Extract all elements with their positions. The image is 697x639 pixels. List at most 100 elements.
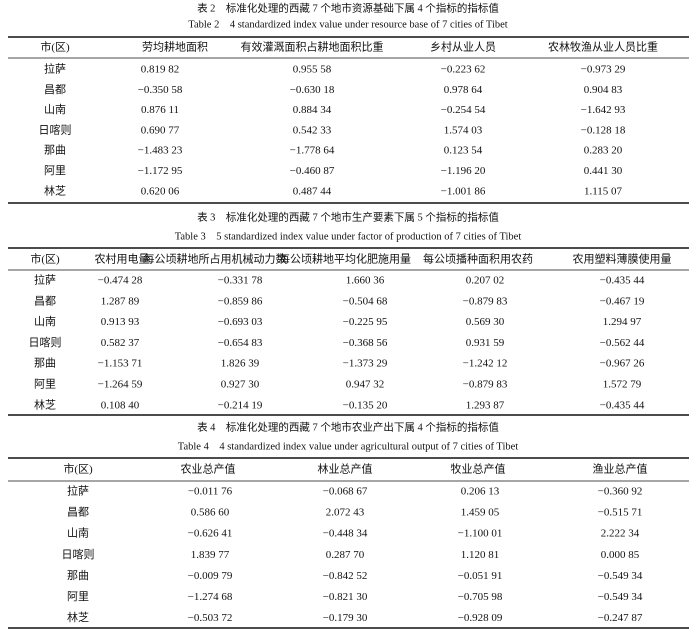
table-title: 表 4 标准化处理的西藏 7 个地市农业产出下属 4 个指标的指标值 xyxy=(197,420,499,433)
cell-value: −0.135 20 xyxy=(343,399,388,411)
cell-value: −0.503 72 xyxy=(188,612,233,624)
cell-value: −0.705 98 xyxy=(458,591,503,603)
cell-value: 1.115 07 xyxy=(584,185,623,197)
row-label: 那曲 xyxy=(34,357,56,370)
column-header: 林业总产值 xyxy=(318,462,373,476)
cell-value: −1.642 93 xyxy=(581,104,626,116)
column-header: 市(区) xyxy=(40,40,70,54)
cell-value: 0.441 30 xyxy=(584,165,623,177)
cell-value: −0.128 18 xyxy=(581,124,626,136)
cell-value: −0.435 44 xyxy=(600,275,645,287)
cell-value: −1.153 71 xyxy=(98,358,143,370)
row-label: 林芝 xyxy=(67,610,89,624)
column-header: 农林牧渔从业人员比重 xyxy=(548,40,658,54)
cell-value: 0.206 13 xyxy=(461,486,500,498)
column-header: 渔业总产值 xyxy=(593,462,648,476)
cell-value: −1.274 68 xyxy=(188,591,233,603)
cell-value: 0.283 20 xyxy=(584,145,623,157)
row-label: 日喀则 xyxy=(39,123,72,136)
row-label: 拉萨 xyxy=(44,62,66,76)
row-label: 昌都 xyxy=(44,83,66,96)
column-header: 每公顷耕地所占用机械动力数 xyxy=(144,252,287,266)
row-label: 山南 xyxy=(44,103,66,116)
cell-value: −0.549 34 xyxy=(598,591,643,603)
column-header: 市(区) xyxy=(63,462,93,476)
cell-value: −0.448 34 xyxy=(323,528,368,540)
cell-value: −0.350 58 xyxy=(138,84,183,96)
cell-value: 0.904 83 xyxy=(584,84,623,96)
column-header: 有效灌溉面积占耕地面积比重 xyxy=(241,40,384,54)
cell-value: 0.000 85 xyxy=(601,549,640,561)
cell-value: −1.778 64 xyxy=(290,145,335,157)
row-label: 山南 xyxy=(67,527,89,540)
table-title-en: Table 4 4 standardized index value under… xyxy=(178,441,519,452)
column-header: 农业总产值 xyxy=(181,462,236,476)
column-header: 每公顷耕地平均化肥施用量 xyxy=(279,252,411,266)
cell-value: −0.467 19 xyxy=(600,295,645,307)
cell-value: −1.172 95 xyxy=(138,165,183,177)
cell-value: −0.460 87 xyxy=(290,165,335,177)
cell-value: 0.487 44 xyxy=(293,185,332,197)
cell-value: −1.264 59 xyxy=(98,379,143,391)
cell-value: 0.586 60 xyxy=(191,507,230,519)
cell-value: −0.368 56 xyxy=(343,337,388,349)
cell-value: 0.955 58 xyxy=(293,64,332,76)
cell-value: 0.207 02 xyxy=(466,275,505,287)
cell-value: −0.435 44 xyxy=(600,399,645,411)
cell-value: −0.842 52 xyxy=(323,570,368,582)
cell-value: 0.947 32 xyxy=(346,379,385,391)
column-header: 乡村从业人员 xyxy=(430,40,496,54)
cell-value: −1.242 12 xyxy=(463,358,508,370)
row-label: 昌都 xyxy=(34,294,56,307)
column-header: 农用塑料薄膜使用量 xyxy=(573,252,672,266)
table-title-en: Table 2 4 standardized index value under… xyxy=(188,19,508,30)
row-label: 林芝 xyxy=(44,183,66,197)
cell-value: −0.562 44 xyxy=(600,337,645,349)
cell-value: 0.913 93 xyxy=(101,316,140,328)
cell-value: 1.839 77 xyxy=(191,549,230,561)
table-title: 表 2 标准化处理的西藏 7 个地市资源基础下属 4 个指标的指标值 xyxy=(197,1,499,14)
cell-value: −0.515 71 xyxy=(598,507,643,519)
cell-value: −0.474 28 xyxy=(98,275,143,287)
cell-value: 1.120 81 xyxy=(461,549,500,561)
cell-value: −1.373 29 xyxy=(343,358,388,370)
cell-value: −0.973 29 xyxy=(581,64,626,76)
cell-value: 1.574 03 xyxy=(444,124,483,136)
column-header: 每公顷播种面积用农药 xyxy=(423,252,533,266)
cell-value: 0.123 54 xyxy=(444,145,483,157)
cell-value: −0.928 09 xyxy=(458,612,503,624)
cell-value: 0.108 40 xyxy=(101,399,140,411)
cell-value: 1.459 05 xyxy=(461,507,500,519)
cell-value: 0.927 30 xyxy=(221,379,260,391)
cell-value: 0.620 06 xyxy=(141,185,180,197)
column-header: 牧业总产值 xyxy=(451,462,506,476)
row-label: 阿里 xyxy=(67,590,89,603)
cell-value: 2.072 43 xyxy=(326,507,365,519)
cell-value: −0.821 30 xyxy=(323,591,368,603)
cell-value: −1.100 01 xyxy=(458,528,503,540)
cell-value: 0.542 33 xyxy=(293,124,332,136)
row-label: 那曲 xyxy=(67,569,89,582)
cell-value: 0.582 37 xyxy=(101,337,140,349)
cell-value: −1.001 86 xyxy=(441,185,486,197)
cell-value: −0.254 54 xyxy=(441,104,486,116)
column-header: 农村用电量 xyxy=(95,252,150,266)
row-label: 山南 xyxy=(34,315,56,328)
row-label: 那曲 xyxy=(44,144,66,157)
cell-value: −0.225 95 xyxy=(343,316,388,328)
cell-value: −0.626 41 xyxy=(188,528,233,540)
cell-value: 2.222 34 xyxy=(601,528,640,540)
cell-value: −0.011 76 xyxy=(188,486,233,498)
cell-value: −1.483 23 xyxy=(138,145,183,157)
cell-value: −0.504 68 xyxy=(343,295,388,307)
row-label: 拉萨 xyxy=(34,273,56,287)
cell-value: 0.884 34 xyxy=(293,104,332,116)
cell-value: −0.693 03 xyxy=(218,316,263,328)
cell-value: 0.876 11 xyxy=(141,104,179,116)
cell-value: −0.879 83 xyxy=(463,295,508,307)
cell-value: 0.931 59 xyxy=(466,337,505,349)
column-header: 劳均耕地面积 xyxy=(142,40,208,54)
column-header: 市(区) xyxy=(30,252,60,266)
cell-value: −0.051 91 xyxy=(458,570,503,582)
